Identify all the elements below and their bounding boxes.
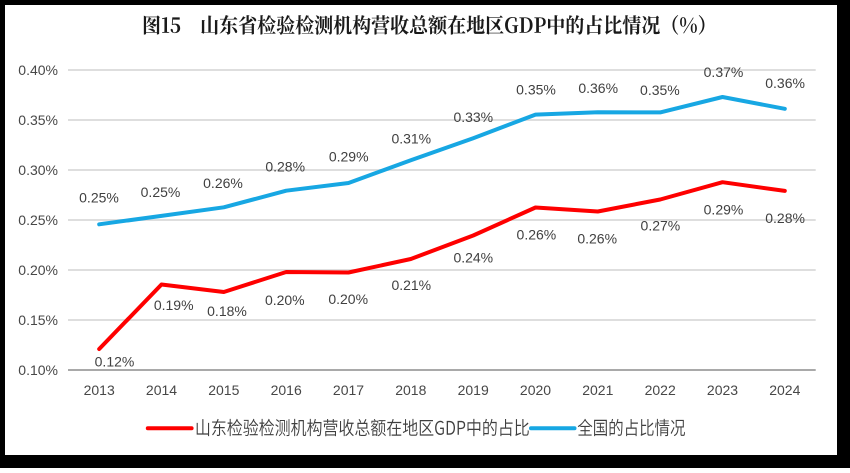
svg-text:0.33%: 0.33% bbox=[453, 109, 493, 125]
svg-text:2020: 2020 bbox=[520, 382, 551, 398]
svg-text:0.25%: 0.25% bbox=[18, 212, 58, 228]
svg-text:0.36%: 0.36% bbox=[578, 80, 618, 96]
svg-text:2013: 2013 bbox=[84, 382, 115, 398]
svg-text:0.26%: 0.26% bbox=[203, 175, 243, 191]
svg-text:0.20%: 0.20% bbox=[18, 262, 58, 278]
svg-text:2024: 2024 bbox=[769, 382, 800, 398]
svg-text:0.29%: 0.29% bbox=[329, 149, 369, 165]
svg-text:0.19%: 0.19% bbox=[154, 297, 194, 313]
svg-text:0.27%: 0.27% bbox=[641, 217, 681, 233]
svg-text:0.25%: 0.25% bbox=[141, 184, 181, 200]
svg-text:0.28%: 0.28% bbox=[265, 159, 305, 175]
svg-text:0.15%: 0.15% bbox=[18, 312, 58, 328]
svg-text:0.26%: 0.26% bbox=[577, 231, 617, 247]
svg-text:0.10%: 0.10% bbox=[18, 362, 58, 378]
svg-text:0.28%: 0.28% bbox=[765, 210, 805, 226]
svg-text:0.24%: 0.24% bbox=[453, 250, 493, 266]
svg-text:0.12%: 0.12% bbox=[95, 354, 135, 370]
svg-text:0.25%: 0.25% bbox=[79, 190, 119, 206]
svg-text:0.20%: 0.20% bbox=[328, 291, 368, 307]
svg-text:2015: 2015 bbox=[208, 382, 239, 398]
svg-text:0.31%: 0.31% bbox=[391, 131, 431, 147]
svg-text:2022: 2022 bbox=[645, 382, 676, 398]
svg-text:0.35%: 0.35% bbox=[640, 82, 680, 98]
svg-text:2017: 2017 bbox=[333, 382, 364, 398]
svg-text:2018: 2018 bbox=[395, 382, 426, 398]
svg-text:0.26%: 0.26% bbox=[517, 227, 557, 243]
svg-text:0.18%: 0.18% bbox=[207, 303, 247, 319]
svg-text:2016: 2016 bbox=[271, 382, 302, 398]
svg-text:2019: 2019 bbox=[458, 382, 489, 398]
svg-text:0.40%: 0.40% bbox=[18, 62, 58, 78]
svg-text:0.30%: 0.30% bbox=[18, 162, 58, 178]
svg-text:0.35%: 0.35% bbox=[516, 82, 556, 98]
svg-text:0.35%: 0.35% bbox=[18, 112, 58, 128]
svg-text:0.20%: 0.20% bbox=[265, 292, 305, 308]
svg-text:0.37%: 0.37% bbox=[704, 64, 744, 80]
svg-text:0.36%: 0.36% bbox=[765, 75, 805, 91]
svg-text:2023: 2023 bbox=[707, 382, 738, 398]
svg-text:0.29%: 0.29% bbox=[704, 201, 744, 217]
svg-text:2014: 2014 bbox=[146, 382, 177, 398]
svg-text:0.21%: 0.21% bbox=[391, 277, 431, 293]
svg-text:2021: 2021 bbox=[582, 382, 613, 398]
